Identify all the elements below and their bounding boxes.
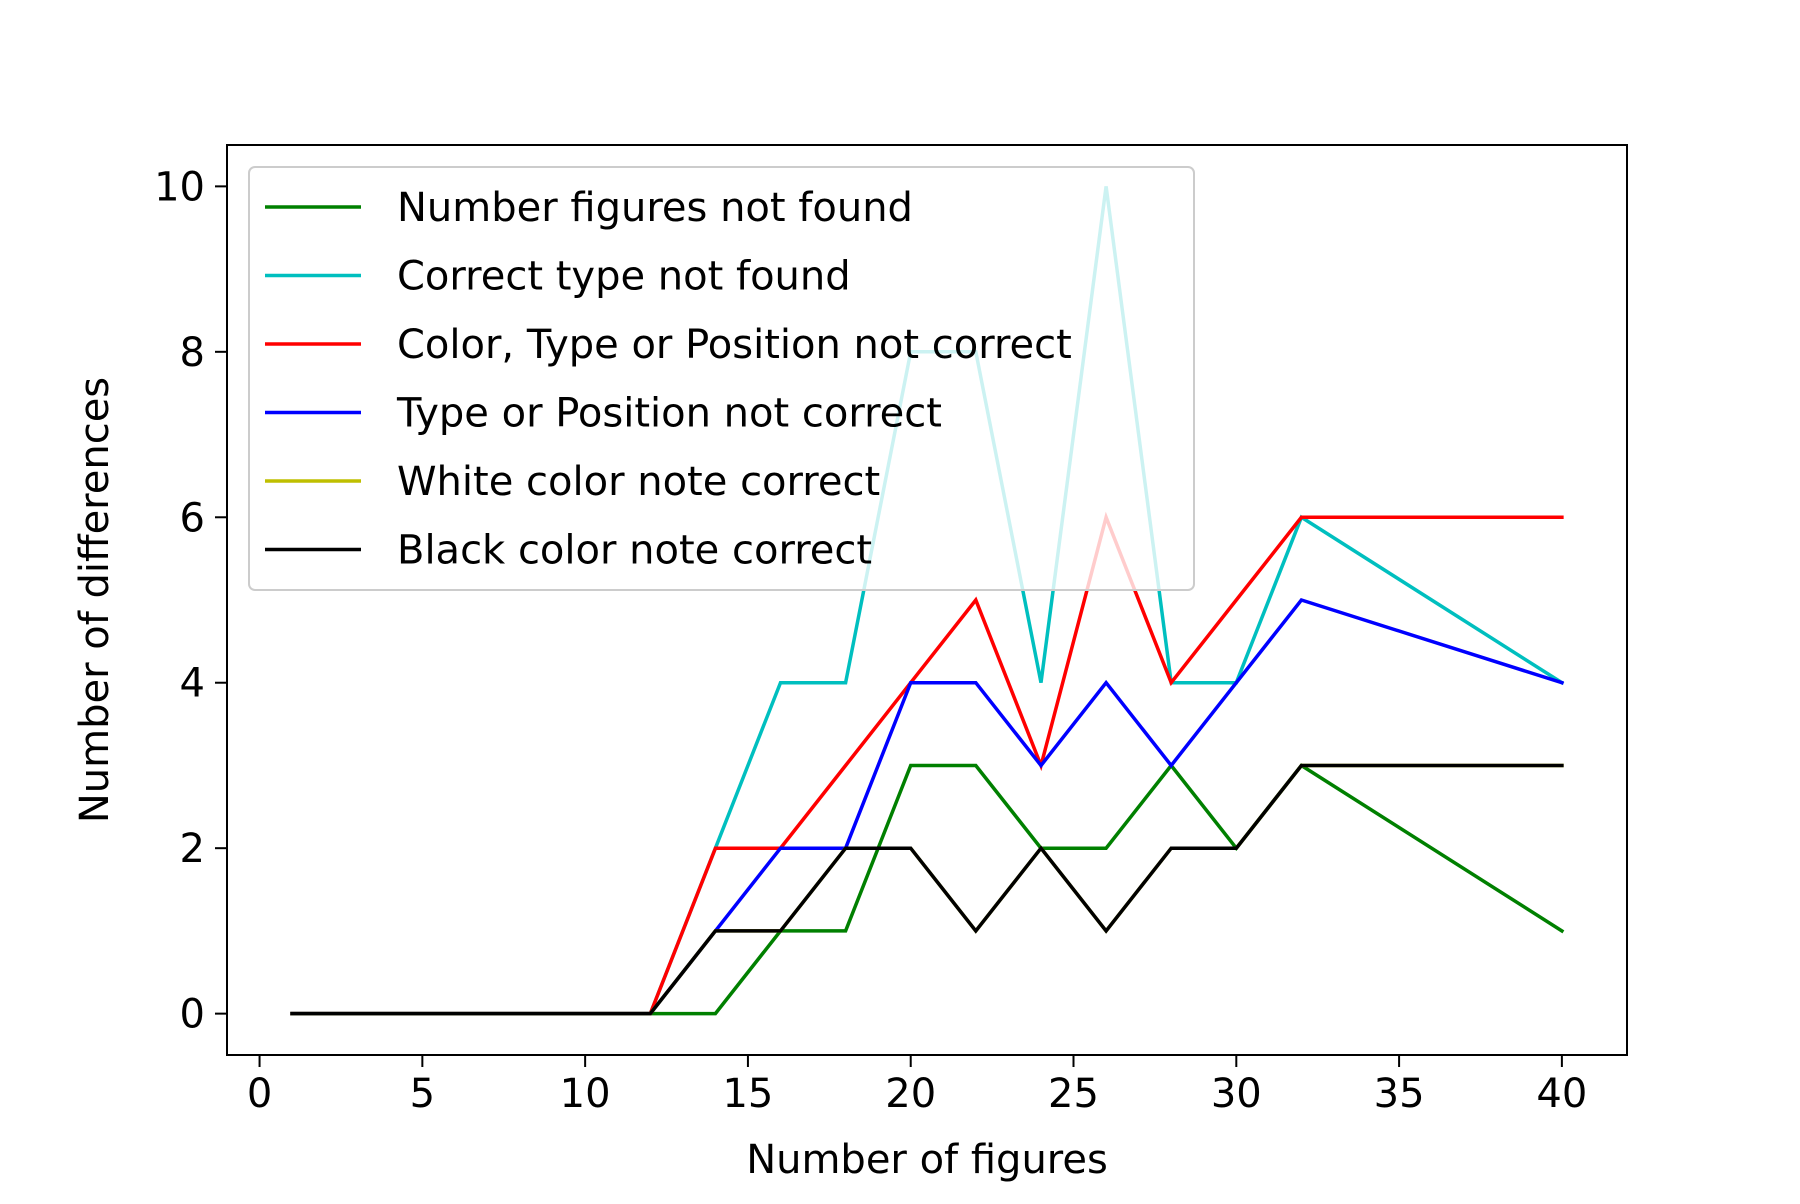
y-tick-label: 4 — [180, 661, 205, 707]
y-tick-label: 8 — [180, 330, 205, 376]
y-tick-label: 6 — [180, 495, 205, 541]
y-tick-label: 0 — [180, 992, 205, 1038]
legend-label-3: Color, Type or Position not correct — [397, 322, 1072, 368]
x-axis-label: Number of figures — [746, 1137, 1108, 1183]
x-tick-label: 5 — [410, 1071, 435, 1117]
y-axis-label: Number of differences — [72, 377, 118, 823]
x-tick-label: 40 — [1536, 1071, 1587, 1117]
x-tick-label: 10 — [560, 1071, 611, 1117]
legend-label-5: White color note correct — [397, 459, 880, 505]
series-line-3 — [290, 511, 1564, 1016]
axes-frame — [226, 144, 1628, 1056]
x-tick-label: 35 — [1374, 1071, 1425, 1117]
x-tick-label: 15 — [722, 1071, 773, 1117]
x-tick-label: 20 — [885, 1071, 936, 1117]
legend-box — [248, 166, 1195, 591]
y-tick-label: 2 — [180, 826, 205, 872]
series-line-6 — [290, 763, 1564, 1016]
axes-layer: 0 5 10 15 20 25 30 35 40 0 2 4 6 8 10 Number of figures… — [72, 144, 1628, 1183]
legend-label-2: Correct type not found — [397, 254, 851, 300]
x-tick-label: 0 — [247, 1071, 272, 1117]
legend-label-4: Type or Position not correct — [396, 391, 942, 437]
legend-label-6: Black color note correct — [397, 528, 872, 574]
x-tick-label: 30 — [1211, 1071, 1262, 1117]
legend: Number figures not found Correct type not… — [248, 166, 1195, 591]
legend-label-1: Number figures not found — [397, 185, 913, 231]
y-tick-label: 10 — [154, 164, 205, 210]
x-tick-label: 25 — [1048, 1071, 1099, 1117]
